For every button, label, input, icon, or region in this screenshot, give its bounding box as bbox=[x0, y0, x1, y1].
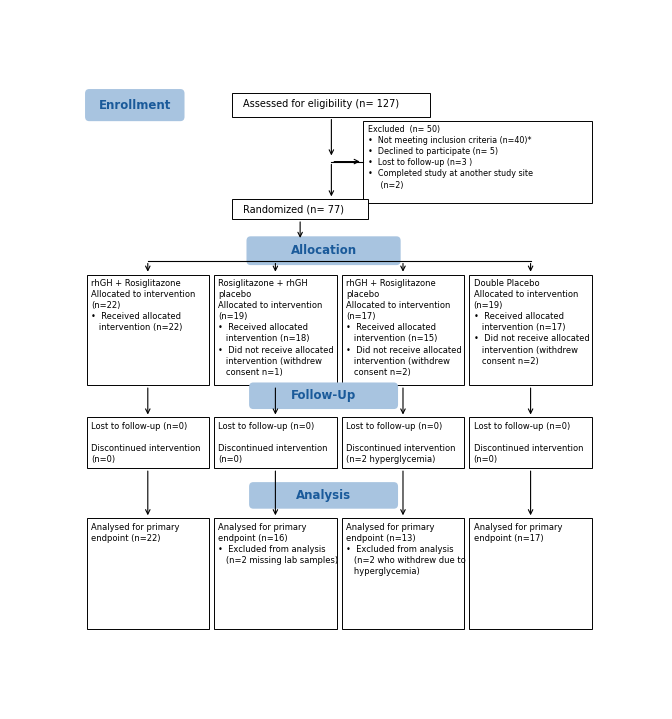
FancyBboxPatch shape bbox=[247, 237, 401, 265]
FancyBboxPatch shape bbox=[233, 93, 430, 116]
Text: Analysed for primary
endpoint (n=17): Analysed for primary endpoint (n=17) bbox=[474, 523, 562, 543]
Text: rhGH + Rosiglitazone
Allocated to intervention
(n=22)
•  Received allocated
   i: rhGH + Rosiglitazone Allocated to interv… bbox=[91, 279, 195, 332]
Text: Analysed for primary
endpoint (n=22): Analysed for primary endpoint (n=22) bbox=[91, 523, 179, 543]
Text: Analysed for primary
endpoint (n=13)
•  Excluded from analysis
   (n=2 who withd: Analysed for primary endpoint (n=13) • E… bbox=[346, 523, 466, 576]
Text: Enrollment: Enrollment bbox=[99, 99, 171, 111]
FancyBboxPatch shape bbox=[87, 275, 209, 385]
Text: Assessed for eligibility (n= 127): Assessed for eligibility (n= 127) bbox=[243, 99, 399, 109]
Text: Lost to follow-up (n=0)

Discontinued intervention
(n=2 hyperglycemia): Lost to follow-up (n=0) Discontinued int… bbox=[346, 422, 456, 464]
FancyBboxPatch shape bbox=[249, 383, 398, 409]
FancyBboxPatch shape bbox=[342, 518, 464, 629]
Text: Lost to follow-up (n=0)

Discontinued intervention
(n=0): Lost to follow-up (n=0) Discontinued int… bbox=[91, 422, 200, 464]
FancyBboxPatch shape bbox=[469, 518, 592, 629]
FancyBboxPatch shape bbox=[233, 199, 368, 219]
FancyBboxPatch shape bbox=[469, 417, 592, 468]
Text: Follow-Up: Follow-Up bbox=[291, 389, 356, 402]
FancyBboxPatch shape bbox=[249, 482, 398, 509]
FancyBboxPatch shape bbox=[214, 275, 337, 385]
FancyBboxPatch shape bbox=[85, 89, 185, 122]
Text: Analysis: Analysis bbox=[296, 489, 351, 502]
FancyBboxPatch shape bbox=[363, 121, 592, 203]
FancyBboxPatch shape bbox=[87, 518, 209, 629]
Text: Lost to follow-up (n=0)

Discontinued intervention
(n=0): Lost to follow-up (n=0) Discontinued int… bbox=[218, 422, 328, 464]
Text: Allocation: Allocation bbox=[290, 244, 357, 257]
Text: Analysed for primary
endpoint (n=16)
•  Excluded from analysis
   (n=2 missing l: Analysed for primary endpoint (n=16) • E… bbox=[218, 523, 339, 565]
FancyBboxPatch shape bbox=[214, 518, 337, 629]
FancyBboxPatch shape bbox=[469, 275, 592, 385]
FancyBboxPatch shape bbox=[342, 417, 464, 468]
Text: Double Placebo
Allocated to intervention
(n=19)
•  Received allocated
   interve: Double Placebo Allocated to intervention… bbox=[474, 279, 589, 366]
Text: rhGH + Rosiglitazone
placebo
Allocated to intervention
(n=17)
•  Received alloca: rhGH + Rosiglitazone placebo Allocated t… bbox=[346, 279, 462, 377]
Text: Lost to follow-up (n=0)

Discontinued intervention
(n=0): Lost to follow-up (n=0) Discontinued int… bbox=[474, 422, 583, 464]
Text: Randomized (n= 77): Randomized (n= 77) bbox=[243, 205, 344, 215]
Text: Rosiglitazone + rhGH
placebo
Allocated to intervention
(n=19)
•  Received alloca: Rosiglitazone + rhGH placebo Allocated t… bbox=[218, 279, 334, 377]
FancyBboxPatch shape bbox=[87, 417, 209, 468]
Text: Excluded  (n= 50)
•  Not meeting inclusion criteria (n=40)*
•  Declined to parti: Excluded (n= 50) • Not meeting inclusion… bbox=[368, 125, 533, 190]
FancyBboxPatch shape bbox=[214, 417, 337, 468]
FancyBboxPatch shape bbox=[342, 275, 464, 385]
